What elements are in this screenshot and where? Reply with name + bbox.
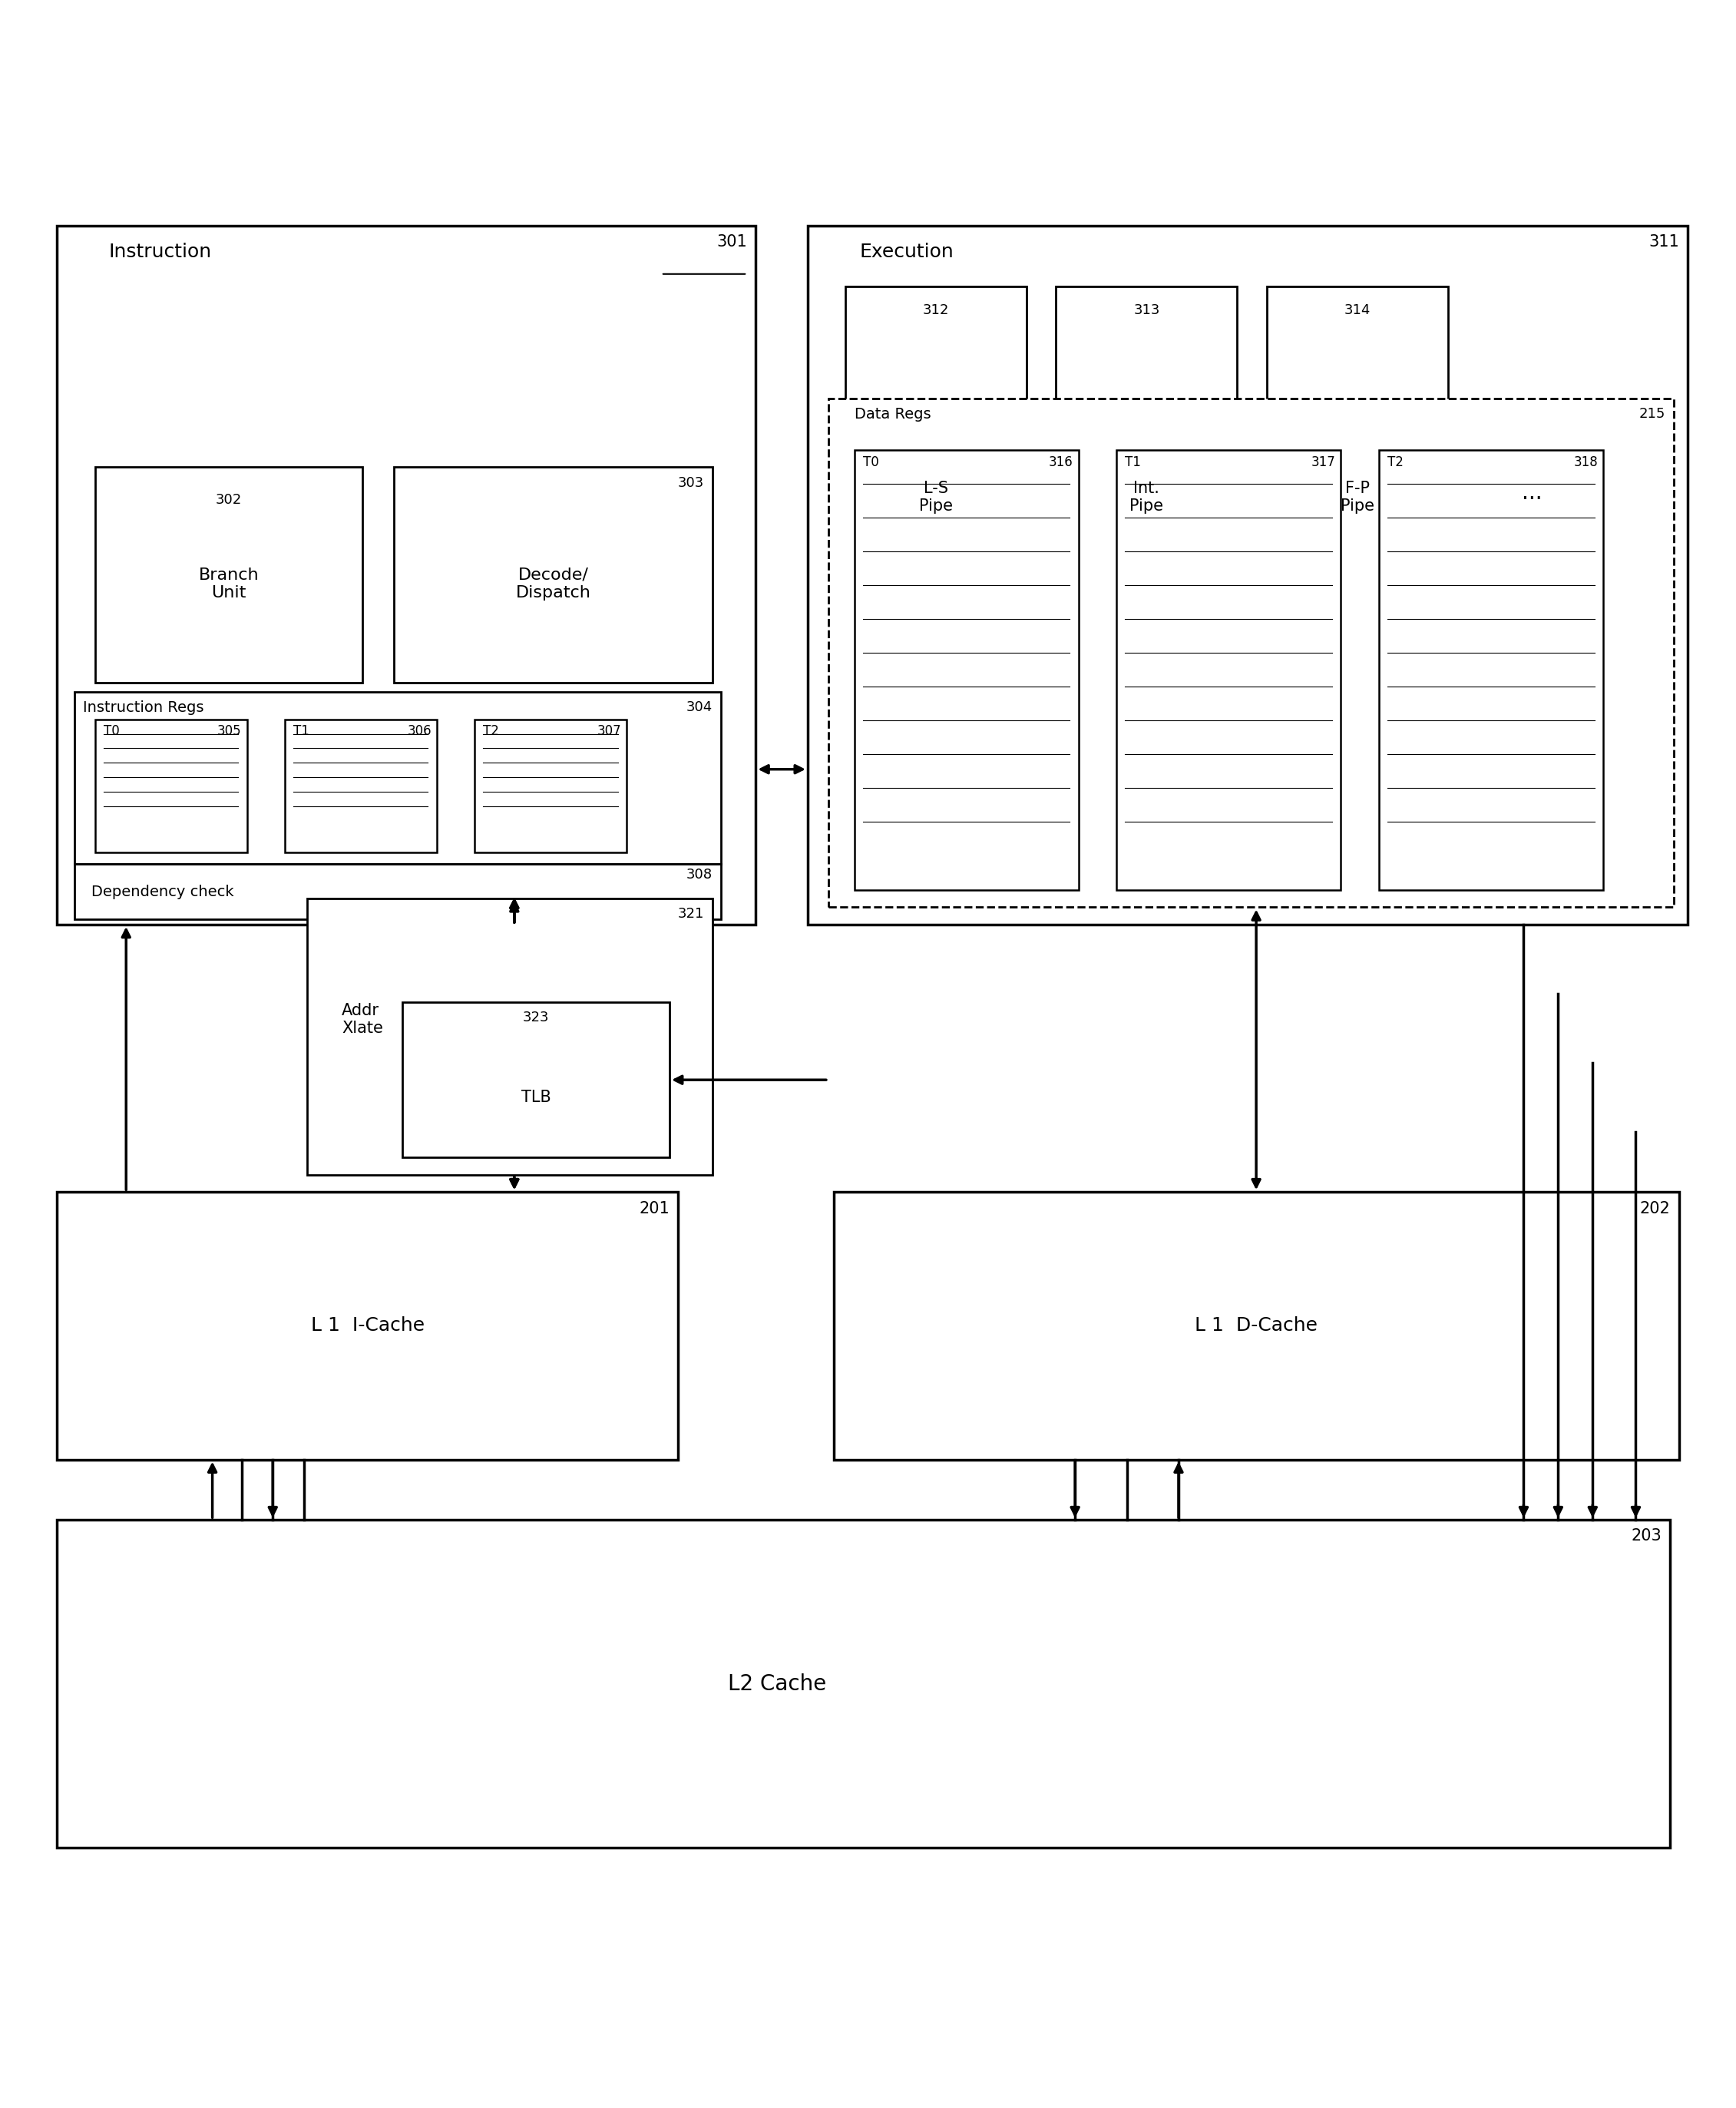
Text: 311: 311	[1649, 234, 1679, 249]
Text: Int.
Pipe: Int. Pipe	[1130, 481, 1163, 514]
Bar	[75, 864, 722, 919]
Bar	[307, 898, 713, 1174]
Text: T2: T2	[1387, 455, 1403, 468]
Text: 215: 215	[1639, 407, 1665, 422]
Bar	[1267, 287, 1448, 675]
Text: Addr
Xlate: Addr Xlate	[342, 1003, 384, 1035]
Text: Data Regs: Data Regs	[854, 407, 930, 422]
Text: 201: 201	[639, 1202, 670, 1216]
Text: 318: 318	[1573, 455, 1597, 468]
Text: L 1  D-Cache: L 1 D-Cache	[1194, 1318, 1318, 1334]
Text: 317: 317	[1311, 455, 1335, 468]
Text: 305: 305	[217, 725, 241, 738]
Text: 316: 316	[1049, 455, 1073, 468]
Bar	[828, 398, 1674, 906]
Text: F-P
Pipe: F-P Pipe	[1340, 481, 1373, 514]
Text: Execution: Execution	[859, 242, 953, 261]
Bar	[1378, 449, 1602, 890]
Bar	[285, 719, 437, 852]
Text: L-S
Pipe: L-S Pipe	[920, 481, 953, 514]
Text: 306: 306	[408, 725, 432, 738]
Text: TLB: TLB	[521, 1090, 550, 1105]
Text: Instruction: Instruction	[109, 242, 212, 261]
Bar	[57, 1520, 1670, 1849]
Bar	[807, 226, 1687, 925]
Bar	[394, 468, 713, 683]
Bar	[95, 719, 247, 852]
Text: L2 Cache: L2 Cache	[727, 1674, 826, 1695]
Text: T1: T1	[293, 725, 309, 738]
Bar	[403, 1001, 670, 1157]
Text: 302: 302	[215, 493, 241, 508]
Text: 312: 312	[924, 304, 950, 316]
Bar	[854, 449, 1078, 890]
Bar	[1116, 449, 1340, 890]
Text: 301: 301	[717, 234, 746, 249]
Text: 203: 203	[1632, 1528, 1661, 1543]
Text: 303: 303	[677, 476, 705, 489]
Text: 321: 321	[677, 906, 705, 921]
Bar	[1055, 287, 1238, 675]
Text: ...: ...	[1522, 483, 1543, 504]
Text: T1: T1	[1125, 455, 1141, 468]
Bar	[845, 287, 1026, 675]
Bar	[95, 468, 363, 683]
Text: 307: 307	[597, 725, 621, 738]
Text: T0: T0	[104, 725, 120, 738]
Text: T2: T2	[483, 725, 500, 738]
Text: Dependency check: Dependency check	[92, 885, 234, 900]
Text: 202: 202	[1641, 1202, 1670, 1216]
Bar	[833, 1191, 1679, 1459]
Text: L 1  I-Cache: L 1 I-Cache	[311, 1318, 425, 1334]
Text: 313: 313	[1134, 304, 1160, 316]
Bar	[57, 1191, 679, 1459]
Text: Decode/
Dispatch: Decode/ Dispatch	[516, 567, 590, 601]
Text: T0: T0	[863, 455, 878, 468]
Bar	[57, 226, 755, 925]
Text: Instruction Regs: Instruction Regs	[83, 700, 203, 715]
Text: 323: 323	[523, 1012, 549, 1024]
Bar	[75, 691, 722, 864]
Text: 304: 304	[686, 700, 713, 715]
Bar	[474, 719, 627, 852]
Text: 308: 308	[686, 868, 713, 881]
Text: 314: 314	[1344, 304, 1370, 316]
Text: Branch
Unit: Branch Unit	[198, 567, 259, 601]
